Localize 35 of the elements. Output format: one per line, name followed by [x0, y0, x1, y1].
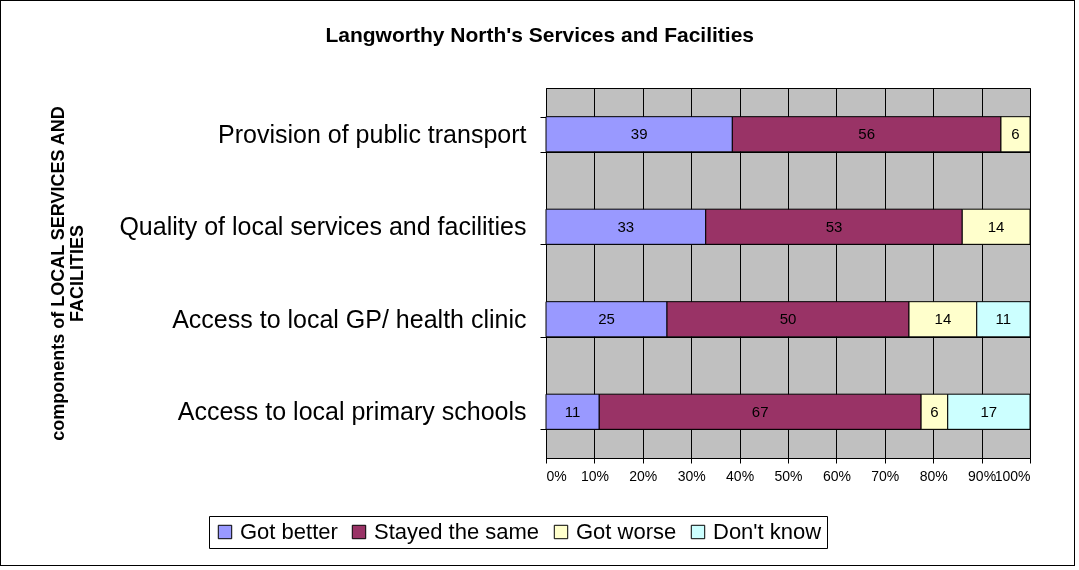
x-tick-label: 50% — [774, 467, 803, 484]
data-label: 53 — [825, 217, 843, 235]
legend-label: Don't know — [713, 519, 822, 544]
x-tick-label: 60% — [822, 467, 851, 484]
data-label: 11 — [564, 402, 581, 420]
y-tick-label: Access to local primary schools — [177, 397, 527, 426]
chart-title: Langworthy North's Services and Facilities — [325, 23, 755, 46]
x-tick-label: 100% — [994, 467, 1031, 484]
data-label: 17 — [980, 402, 998, 420]
y-tick-label: Quality of local services and facilities — [119, 212, 527, 241]
y-tick-label: Access to local GP/ health clinic — [172, 304, 527, 333]
x-tick-label: 20% — [629, 467, 658, 484]
legend-label: Stayed the same — [374, 519, 540, 544]
data-label: 50 — [779, 310, 797, 328]
legend-label: Got better — [240, 519, 338, 544]
data-label: 25 — [598, 310, 615, 328]
data-label: 33 — [617, 217, 635, 235]
data-label: 11 — [995, 310, 1012, 328]
data-label: 14 — [934, 310, 952, 328]
data-label: 14 — [987, 217, 1005, 235]
data-label: 39 — [630, 125, 648, 143]
data-label: 6 — [1011, 125, 1020, 143]
y-tick-label: Provision of public transport — [218, 119, 527, 148]
y-axis-title: components of LOCAL SERVICES AND FACILITIES — [47, 106, 87, 441]
x-tick-label: 70% — [871, 467, 900, 484]
x-tick-label: 0% — [546, 467, 567, 484]
x-tick-label: 90% — [968, 467, 997, 484]
data-label: 56 — [858, 125, 875, 143]
data-label: 6 — [930, 402, 939, 420]
x-tick-label: 80% — [919, 467, 948, 484]
data-label: 67 — [751, 402, 769, 420]
x-tick-label: 30% — [677, 467, 706, 484]
x-tick-label: 40% — [726, 467, 755, 484]
x-tick-label: 10% — [580, 467, 609, 484]
legend-label: Got worse — [576, 519, 677, 544]
